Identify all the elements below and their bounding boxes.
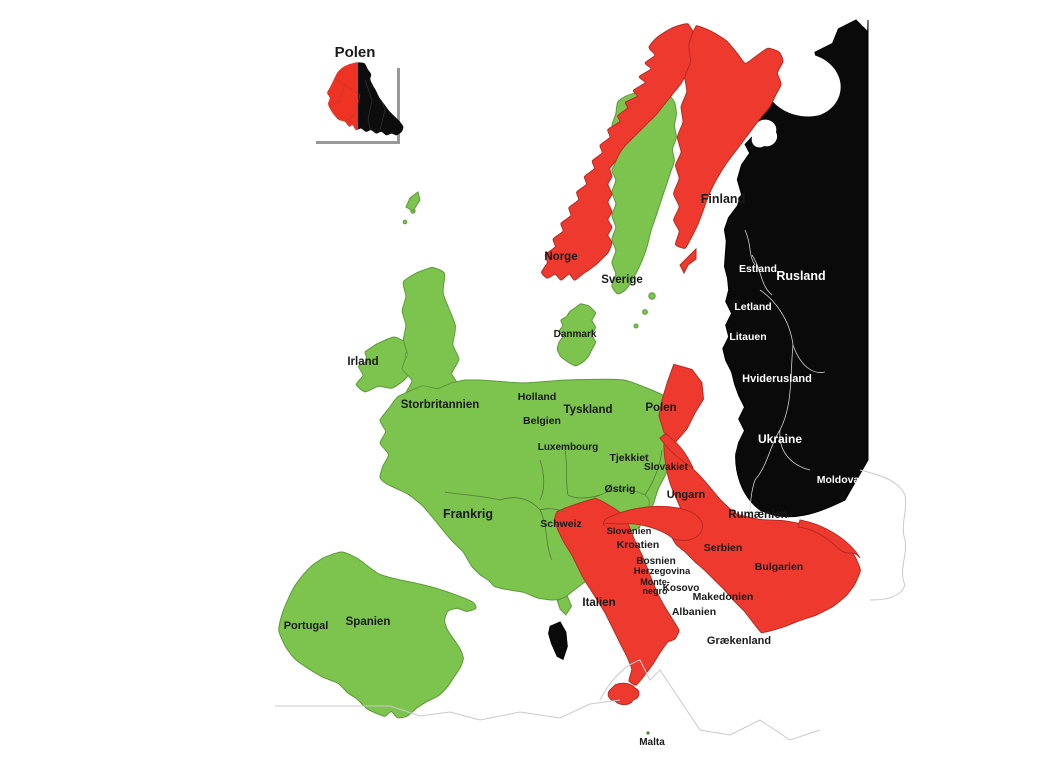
svg-text:Belgien: Belgien	[523, 415, 561, 427]
svg-text:Polen: Polen	[335, 44, 376, 61]
svg-text:Makedonien: Makedonien	[693, 591, 754, 603]
svg-text:Sverige: Sverige	[601, 274, 643, 286]
svg-text:Hviderusland: Hviderusland	[742, 373, 812, 385]
svg-text:Litauen: Litauen	[729, 331, 766, 343]
svg-text:Slovakiet: Slovakiet	[644, 462, 689, 473]
svg-text:Spanien: Spanien	[346, 616, 391, 628]
svg-text:Portugal: Portugal	[284, 620, 329, 632]
svg-text:Norge: Norge	[544, 251, 577, 263]
svg-text:Irland: Irland	[347, 356, 378, 368]
svg-text:Storbritannien: Storbritannien	[401, 399, 480, 411]
svg-text:Malta: Malta	[639, 737, 665, 748]
svg-text:Østrig: Østrig	[605, 483, 636, 495]
svg-text:Schweiz: Schweiz	[540, 518, 581, 530]
svg-text:Kroatien: Kroatien	[617, 539, 660, 551]
svg-text:Albanien: Albanien	[672, 606, 716, 618]
svg-text:Finland: Finland	[701, 192, 745, 206]
svg-text:Bulgarien: Bulgarien	[755, 561, 803, 573]
svg-text:Grækenland: Grækenland	[707, 635, 771, 647]
svg-text:Danmark: Danmark	[554, 329, 597, 340]
svg-text:Rumænien: Rumænien	[728, 509, 787, 521]
svg-text:Letland: Letland	[734, 301, 771, 313]
svg-text:Moldova: Moldova	[817, 474, 860, 486]
svg-text:Herzegovina: Herzegovina	[634, 566, 691, 577]
svg-text:Serbien: Serbien	[704, 542, 743, 554]
svg-text:Rusland: Rusland	[776, 269, 825, 283]
svg-text:Holland: Holland	[518, 391, 557, 403]
svg-text:Ukraine: Ukraine	[758, 432, 802, 446]
svg-text:Tyskland: Tyskland	[564, 404, 613, 416]
svg-text:Ungarn: Ungarn	[667, 489, 706, 501]
svg-text:Luxembourg: Luxembourg	[538, 442, 599, 453]
svg-text:Estland: Estland	[739, 263, 777, 275]
svg-text:Slovenien: Slovenien	[607, 526, 652, 537]
svg-text:Polen: Polen	[645, 402, 676, 414]
svg-text:Italien: Italien	[582, 597, 615, 609]
svg-text:Frankrig: Frankrig	[443, 507, 493, 521]
